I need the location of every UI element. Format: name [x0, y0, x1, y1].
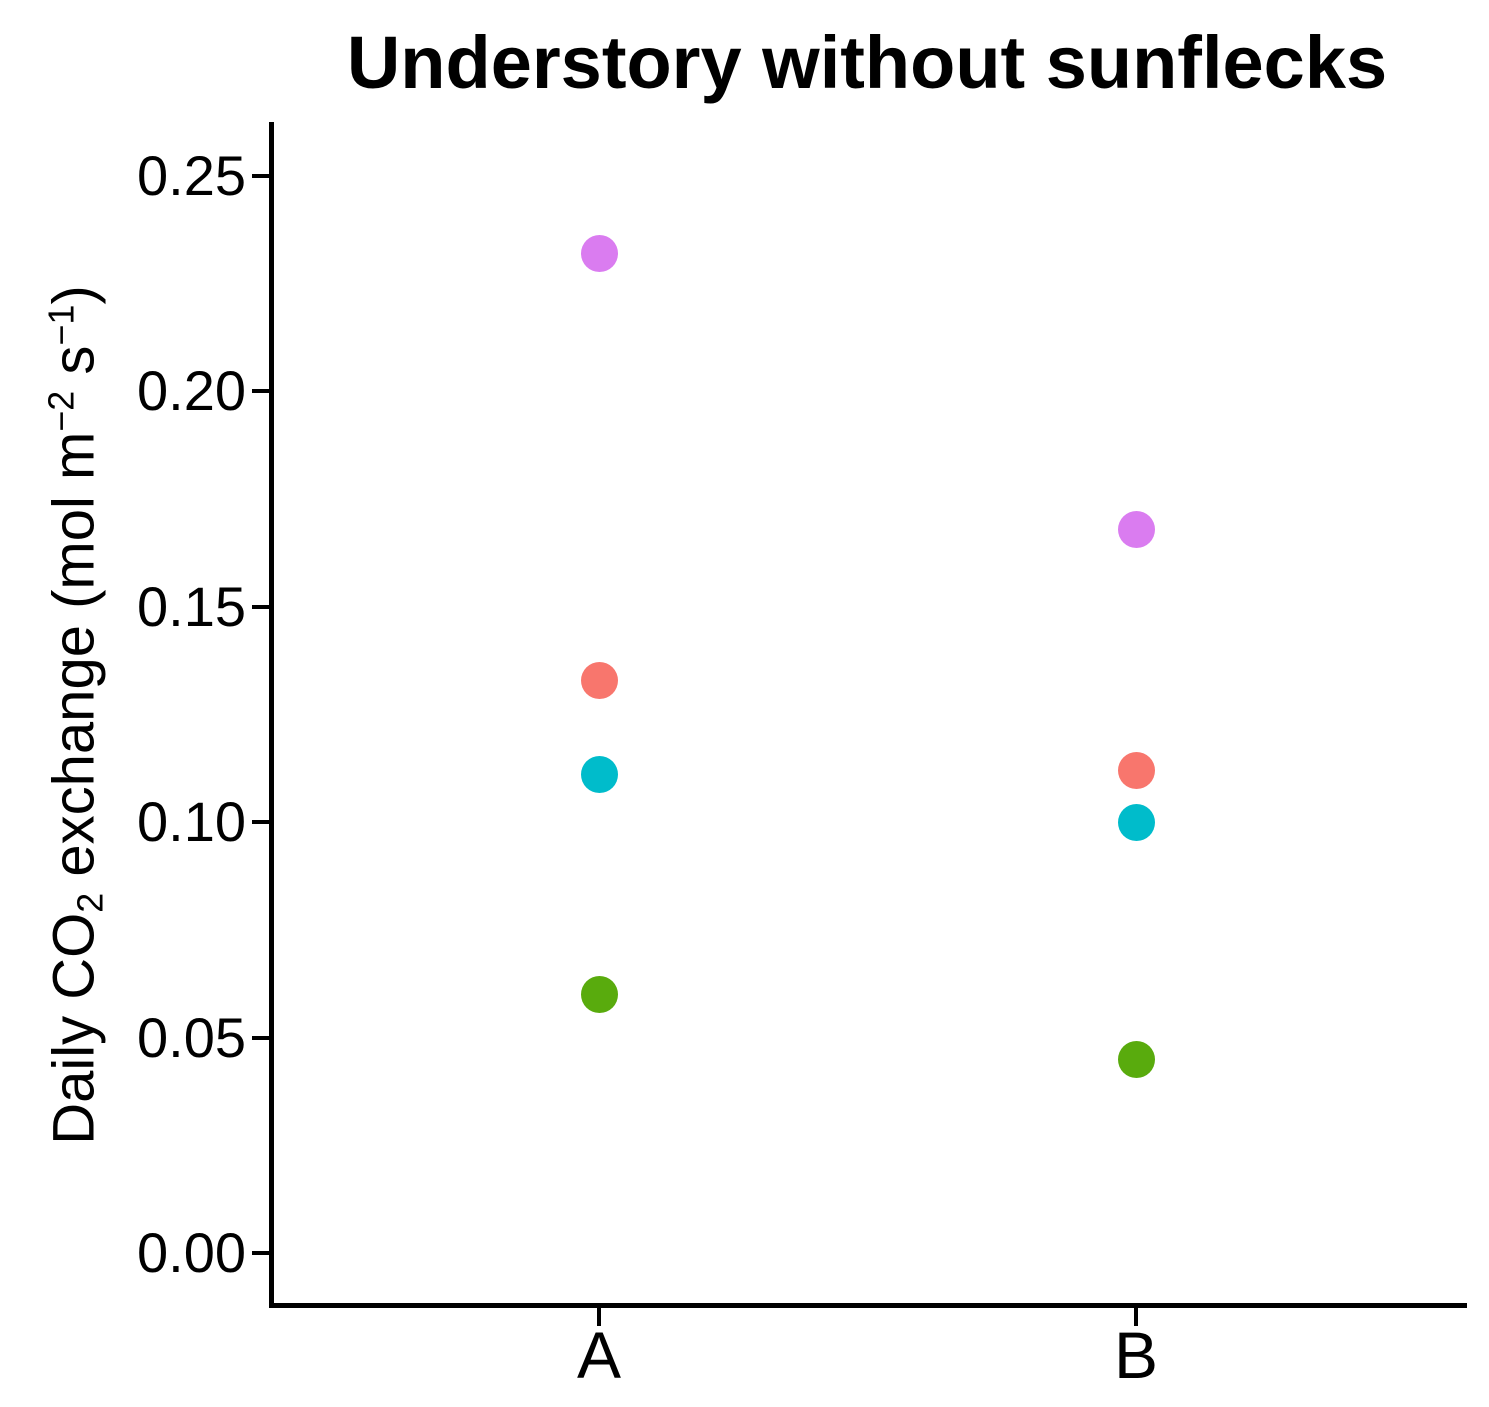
- x-tick-mark: [1134, 1308, 1138, 1326]
- y-tick-mark: [252, 174, 270, 178]
- point-cyan-B: [1117, 803, 1155, 841]
- y-tick-mark: [252, 389, 270, 394]
- y-tick-mark: [252, 1251, 270, 1255]
- y-tick-mark: [252, 1035, 270, 1040]
- point-green-B: [1117, 1040, 1155, 1078]
- x-tick-label-B: B: [1113, 1318, 1159, 1392]
- point-red-B: [1117, 752, 1155, 789]
- y-tick-label: 0.25: [137, 144, 246, 207]
- y-tick-label: 0.15: [137, 574, 246, 638]
- x-axis-line: [269, 1303, 1467, 1308]
- point-red-A: [580, 661, 618, 699]
- x-tick-mark: [597, 1308, 601, 1326]
- y-tick-label: 0.05: [137, 1005, 246, 1069]
- y-axis-label-part: −1: [40, 304, 82, 346]
- y-axis-label-part: ): [41, 285, 107, 305]
- y-tick-label: 0.00: [137, 1221, 246, 1284]
- point-green-A: [580, 976, 618, 1014]
- y-tick-label: 0.20: [137, 359, 246, 423]
- y-tick-mark: [252, 604, 270, 609]
- point-cyan-A: [580, 756, 618, 794]
- y-axis-line: [269, 122, 274, 1308]
- x-tick-label-A: A: [576, 1318, 622, 1392]
- point-purple-B: [1117, 510, 1155, 548]
- y-tick-mark: [252, 820, 270, 825]
- point-purple-A: [580, 235, 618, 273]
- y-tick-label: 0.10: [137, 790, 246, 854]
- y-axis-label-part: 2: [69, 892, 111, 913]
- chart-title: Understory without sunflecks: [346, 21, 1388, 104]
